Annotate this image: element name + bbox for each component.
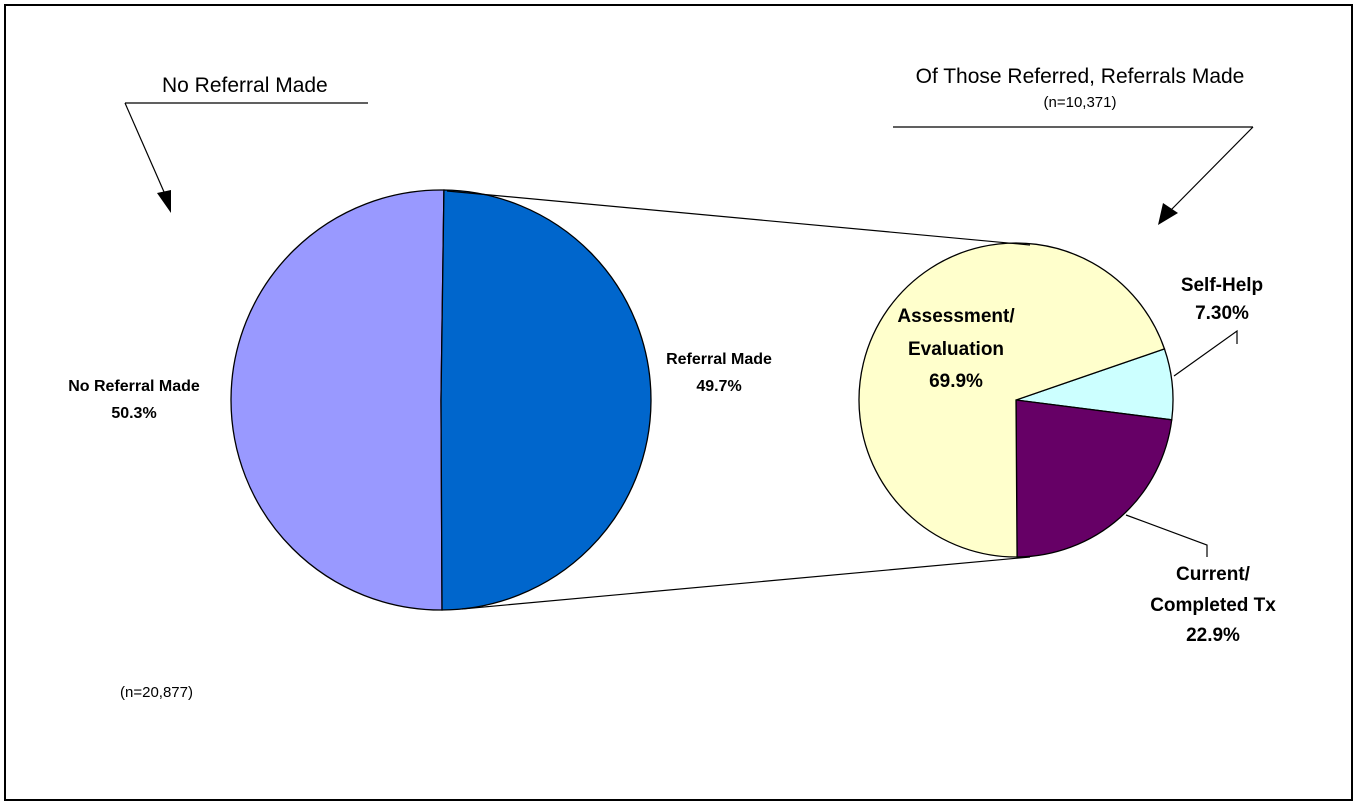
left-callout-text: No Referral Made [162,74,328,97]
left-n-text: (n=20,877) [120,684,193,701]
label-assessment-line2: Evaluation [908,339,1004,360]
value-current: 22.9% [1186,625,1240,646]
pie1-slice-referral-made [440,189,652,611]
value-referral-made: 49.7% [696,378,741,395]
right-callout-title: Of Those Referred, Referrals Made [916,65,1245,88]
value-self-help: 7.30% [1195,303,1249,324]
left-callout-arrow-line [124,102,169,202]
self-help-leader-line [1173,329,1238,377]
label-assessment-line1: Assessment/ [897,306,1015,327]
connector-line-top [446,190,1031,246]
right-callout-arrowhead [1158,203,1178,225]
pie2-slice-assessment-evaluation [858,242,1166,558]
value-no-referral-made: 50.3% [111,405,156,422]
left-callout-arrowhead [157,190,171,213]
label-current-line2: Completed Tx [1150,595,1276,616]
right-callout-arrow-line [1167,126,1254,214]
label-no-referral-made: No Referral Made [68,378,200,395]
pie2-slice-current-completed-tx [1015,399,1173,558]
pie-referrals-made [858,242,1174,558]
right-callout-n: (n=10,371) [1044,94,1117,111]
pie-referral-status [230,189,652,611]
value-assessment: 69.9% [929,371,983,392]
label-referral-made: Referral Made [666,351,772,368]
current-leader-line [1125,514,1208,557]
connector-line-bottom [461,556,1031,610]
pie1-slice-no-referral-made [230,189,445,611]
label-self-help: Self-Help [1181,275,1263,296]
label-current-line1: Current/ [1176,564,1251,585]
